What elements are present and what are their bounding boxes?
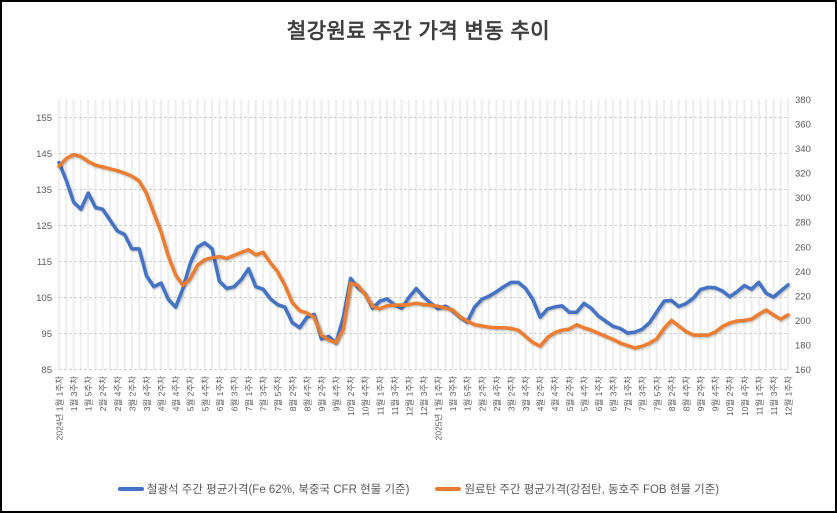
x-axis-tick-label: 10월 4주차 <box>361 376 371 416</box>
x-axis-tick-label: 4월 2주차 <box>157 376 167 411</box>
left-axis-tick-label: 125 <box>36 221 52 232</box>
x-axis-tick-label: 11월 3주차 <box>390 376 400 416</box>
x-axis-tick-label: 7월 3주차 <box>259 376 269 411</box>
right-axis-tick-label: 180 <box>795 340 811 351</box>
right-axis-tick-label: 360 <box>795 120 811 131</box>
x-axis-tick-label: 6월 3주차 <box>229 376 239 411</box>
left-axis-tick-label: 105 <box>36 293 52 304</box>
series-line-1 <box>57 152 790 350</box>
x-axis-tick-label: 9월 2주차 <box>696 376 706 411</box>
left-axis-tick-label: 85 <box>41 365 52 376</box>
x-axis-tick-label: 6월 1주차 <box>594 376 604 411</box>
x-axis-tick-label: 9월 4주차 <box>332 376 342 411</box>
x-axis-tick-label: 1월 5주차 <box>84 376 94 411</box>
x-axis-tick-label: 10월 4주차 <box>740 376 750 416</box>
x-axis-tick-label: 7월 5주차 <box>652 376 662 411</box>
right-axis-tick-label: 240 <box>795 267 811 278</box>
right-axis-tick-label: 200 <box>795 316 811 327</box>
x-axis-tick-label: 11월 3주차 <box>769 376 779 416</box>
x-axis-tick-label: 4월 4주차 <box>550 376 560 411</box>
x-axis-tick-label: 2월 2주차 <box>477 376 487 411</box>
series-line-0 <box>57 160 790 345</box>
x-axis-tick-label: 10월 2주차 <box>725 376 735 416</box>
right-axis-tick-label: 380 <box>795 95 811 106</box>
left-axis-tick-label: 145 <box>36 149 52 160</box>
x-axis-tick-label: 5월 4주차 <box>200 376 210 411</box>
chart-legend: 철광석 주간 평균가격(Fe 62%, 북중국 CFR 현물 기준) 원료탄 주… <box>2 481 835 497</box>
right-axis-tick-label: 260 <box>795 242 811 253</box>
x-axis-tick-label: 2월 2주차 <box>98 376 108 411</box>
right-axis-tick-label: 220 <box>795 291 811 302</box>
x-axis-tick-label: 3월 2주차 <box>506 376 516 411</box>
x-axis-tick-label: 5월 2주차 <box>186 376 196 411</box>
legend-label-coking-coal: 원료탄 주간 평균가격(강점탄, 동호주 FOB 현물 기준) <box>464 484 720 496</box>
x-axis-tick-label: 5월 4주차 <box>579 376 589 411</box>
x-axis-tick-label: 8월 4주차 <box>681 376 691 411</box>
right-axis-tick-label: 320 <box>795 169 811 180</box>
x-axis-tick-label: 7월 1주차 <box>623 376 633 411</box>
legend-label-iron-ore: 철광석 주간 평균가격(Fe 62%, 북중국 CFR 현물 기준) <box>146 484 410 496</box>
x-axis-tick-label: 8월 2주차 <box>288 376 298 411</box>
right-axis-tick-label: 160 <box>795 365 811 376</box>
x-axis-tick-label: 11월 1주차 <box>754 376 764 416</box>
left-axis-tick-label: 115 <box>37 257 52 268</box>
x-axis-tick-label: 3월 2주차 <box>127 376 137 411</box>
x-axis-tick-label: 4월 4주차 <box>171 376 181 411</box>
left-axis-tick-label: 155 <box>36 113 52 124</box>
x-axis-tick-label: 7월 5주차 <box>273 376 283 411</box>
left-axis-tick-label: 95 <box>41 329 52 340</box>
iron-ore-line-swatch <box>117 487 144 491</box>
x-axis-tick-label: 6월 1주차 <box>215 376 225 411</box>
chart-title: 철강원료 주간 가격 변동 추이 <box>286 20 551 43</box>
x-axis-tick-label: 1월 3주차 <box>69 376 79 411</box>
x-axis-tick-label: 9월 2주차 <box>317 376 327 411</box>
x-axis-tick-label: 3월 4주차 <box>142 376 152 411</box>
x-axis-tick-label: 2025년 1월 1주차 <box>434 376 444 441</box>
x-axis-tick-label: 1월 5주차 <box>463 376 473 411</box>
x-axis-tick-label: 5월 2주차 <box>565 376 575 411</box>
x-axis-tick-label: 9월 4주차 <box>711 376 721 411</box>
legend-item-iron-ore: 철광석 주간 평균가격(Fe 62%, 북중국 CFR 현물 기준) <box>117 481 410 497</box>
x-axis-tick-label: 8월 4주차 <box>302 376 312 411</box>
x-axis-tick-label: 2월 4주차 <box>113 376 123 411</box>
x-axis-tick-label: 4월 2주차 <box>536 376 546 411</box>
x-axis-tick-label: 11월 1주차 <box>375 376 385 416</box>
x-axis-tick-label: 7월 3주차 <box>638 376 648 411</box>
x-axis-tick-label: 2024년 1월 1주차 <box>55 376 65 441</box>
coking-coal-line-swatch <box>435 487 462 491</box>
right-axis-tick-label: 300 <box>795 193 811 204</box>
legend-item-coking-coal: 원료탄 주간 평균가격(강점탄, 동호주 FOB 현물 기준) <box>435 481 719 497</box>
left-axis-tick-label: 135 <box>36 185 52 196</box>
x-axis-tick-label: 12월 1주차 <box>784 376 794 416</box>
right-axis-tick-label: 340 <box>795 144 811 155</box>
right-axis-tick-label: 280 <box>795 218 811 229</box>
x-axis-tick-label: 7월 1주차 <box>244 376 254 411</box>
x-axis-tick-label: 6월 3주차 <box>609 376 619 411</box>
x-axis-tick-label: 8월 2주차 <box>667 376 677 411</box>
x-axis-tick-label: 1월 3주차 <box>448 376 458 411</box>
x-axis-tick-label: 3월 4주차 <box>521 376 531 411</box>
x-axis-tick-label: 12월 3주차 <box>419 376 429 416</box>
x-axis-tick-label: 2월 4주차 <box>492 376 502 411</box>
x-axis-tick-label: 12월 1주차 <box>404 376 414 416</box>
x-axis-tick-label: 10월 2주차 <box>346 376 356 416</box>
